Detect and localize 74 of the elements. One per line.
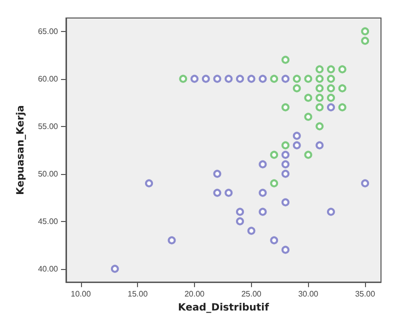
point [258, 160, 267, 168]
point [292, 74, 301, 83]
point [316, 141, 324, 150]
point [326, 65, 335, 74]
point [304, 94, 312, 102]
point [281, 160, 290, 168]
x-tick-label: 10.00 [70, 290, 92, 299]
point [258, 208, 267, 216]
point [236, 217, 244, 226]
point [270, 74, 278, 83]
y-tick-label: 50.00 [38, 169, 59, 178]
point [247, 226, 256, 235]
point [224, 188, 233, 197]
point [292, 132, 301, 140]
point [179, 74, 188, 83]
point [338, 84, 346, 92]
point [202, 74, 210, 83]
point [292, 84, 301, 92]
point [281, 198, 290, 206]
point [326, 208, 335, 216]
x-tick-label: 35.00 [355, 290, 376, 299]
point [145, 179, 154, 188]
point [316, 103, 324, 112]
point [258, 74, 267, 83]
point [316, 122, 324, 130]
point [281, 150, 290, 159]
point [292, 141, 301, 150]
x-tick-label: 20.00 [184, 290, 206, 299]
point [213, 74, 222, 83]
y-tick-label: 45.00 [38, 216, 59, 226]
point [258, 188, 267, 197]
point [316, 84, 324, 92]
x-axis-title: Kead_Distributif [178, 302, 270, 314]
point [304, 150, 312, 159]
y-axis-title: Kepuasan_Kerja [16, 105, 26, 195]
x-tick-label: 25.00 [241, 290, 262, 299]
point [270, 150, 278, 159]
point [326, 84, 335, 92]
point [316, 74, 324, 83]
point [236, 208, 244, 216]
point [304, 74, 312, 83]
point [304, 112, 312, 121]
point [236, 74, 244, 83]
y-tick-label: 55.00 [38, 122, 59, 131]
point [281, 141, 290, 150]
point [213, 188, 222, 197]
point [224, 74, 233, 83]
point [361, 179, 370, 188]
point [168, 236, 176, 244]
y-tick-label: 40.00 [38, 264, 59, 274]
y-tick-label: 65.00 [38, 26, 59, 36]
point [270, 179, 278, 188]
point [110, 264, 119, 273]
point [326, 74, 335, 83]
point [281, 170, 290, 178]
point [326, 103, 335, 112]
point [361, 27, 370, 36]
point [338, 65, 346, 74]
x-tick-label: 30.00 [298, 290, 319, 299]
y-tick-label: 60.00 [38, 74, 59, 84]
point [281, 56, 290, 64]
point [281, 246, 290, 254]
point [247, 74, 256, 83]
point [338, 103, 346, 112]
x-tick-label: 15.00 [128, 290, 148, 299]
point [190, 74, 198, 83]
point [316, 65, 324, 74]
point [270, 236, 278, 244]
point [281, 74, 290, 83]
point [326, 94, 335, 102]
point [316, 94, 324, 102]
point [281, 103, 290, 112]
point [213, 170, 222, 178]
point [361, 36, 370, 45]
